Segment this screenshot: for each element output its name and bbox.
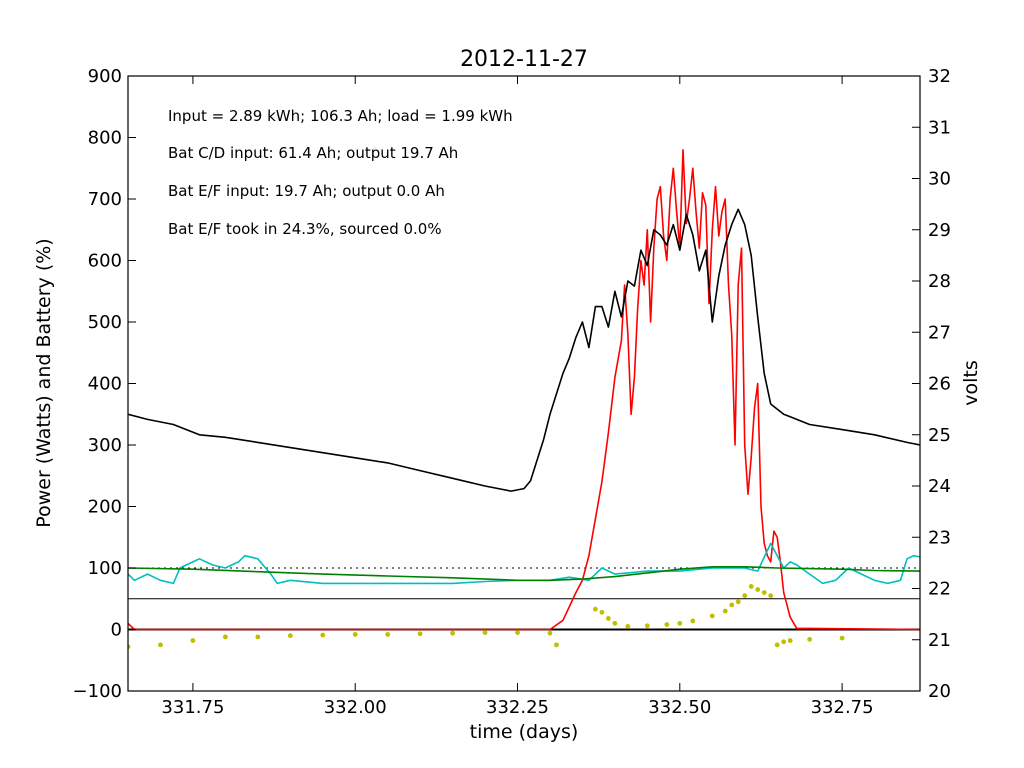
y2-tick-label: 29 bbox=[928, 220, 951, 241]
series-3-line bbox=[128, 566, 920, 582]
y2-tick-label: 22 bbox=[928, 579, 951, 600]
series-4-point bbox=[644, 623, 650, 629]
series-4-point bbox=[787, 638, 793, 643]
y2-tick-label: 25 bbox=[928, 425, 951, 446]
series-4-point bbox=[742, 593, 748, 599]
series-4-point bbox=[287, 633, 293, 639]
y-axis-right: 20 21 22 23 24 25 26 27 28 29 30 31 32 bbox=[912, 66, 951, 702]
series-4-point bbox=[761, 590, 767, 595]
y-tick-label: 400 bbox=[88, 374, 122, 395]
y-tick-label: 500 bbox=[88, 312, 122, 333]
y-tick-label: 900 bbox=[88, 66, 122, 87]
series-4-point bbox=[385, 632, 391, 637]
y-tick-label: −100 bbox=[73, 681, 122, 702]
series-4-point bbox=[612, 620, 618, 626]
series-layer bbox=[128, 149, 920, 650]
y2-tick-label: 27 bbox=[928, 322, 951, 343]
series-2-line bbox=[128, 542, 920, 585]
y-tick-label: 700 bbox=[88, 189, 122, 210]
series-4-point bbox=[554, 642, 559, 648]
y-tick-label: 200 bbox=[88, 497, 122, 518]
y2-tick-label: 31 bbox=[928, 117, 951, 138]
y2-axis-label: volts bbox=[960, 360, 982, 406]
y-tick-label: 800 bbox=[88, 128, 122, 149]
series-4-point bbox=[748, 584, 754, 589]
y-tick-label: 600 bbox=[88, 251, 122, 272]
series-4-point bbox=[482, 630, 488, 635]
series-4-point bbox=[320, 632, 326, 638]
series-4-point bbox=[735, 599, 741, 605]
series-4-point bbox=[722, 608, 728, 614]
series-4-point bbox=[352, 632, 358, 637]
x-tick-label: 332.00 bbox=[324, 697, 387, 718]
y-tick-label: 300 bbox=[88, 435, 122, 456]
series-4-point bbox=[625, 624, 631, 629]
series-4-point bbox=[255, 634, 261, 640]
annotation-bat-ef: Bat E/F input: 19.7 Ah; output 0.0 Ah bbox=[168, 182, 445, 200]
series-4-point bbox=[690, 618, 696, 624]
series-4-point bbox=[417, 631, 423, 637]
series-4-point bbox=[190, 638, 196, 643]
chart-title: 2012-11-27 bbox=[460, 47, 588, 72]
series-4-point bbox=[599, 609, 605, 615]
series-4-point bbox=[605, 616, 611, 621]
series-4-point bbox=[664, 622, 670, 627]
y-axis-left: −100 0 100 200 300 400 500 600 700 800 900 bbox=[73, 66, 136, 702]
y-tick-label: 100 bbox=[88, 558, 122, 579]
y2-tick-label: 32 bbox=[928, 66, 951, 87]
series-4-point bbox=[729, 602, 735, 608]
series-4-point bbox=[709, 613, 715, 619]
y-axis-label: Power (Watts) and Battery (%) bbox=[33, 238, 55, 527]
series-1-line bbox=[128, 208, 920, 492]
y-tick-label: 0 bbox=[111, 620, 122, 641]
x-tick-label: 332.25 bbox=[486, 697, 549, 718]
x-axis: 331.75 332.00 332.25 332.50 332.75 bbox=[161, 76, 874, 718]
x-tick-label: 332.75 bbox=[811, 697, 874, 718]
series-4-point bbox=[515, 630, 520, 635]
y2-tick-label: 24 bbox=[928, 476, 951, 497]
annotation-input: Input = 2.89 kWh; 106.3 Ah; load = 1.99 … bbox=[168, 107, 513, 125]
y2-tick-label: 20 bbox=[928, 681, 951, 702]
x-tick-label: 331.75 bbox=[161, 697, 224, 718]
series-4-point bbox=[450, 630, 455, 636]
x-tick-label: 332.50 bbox=[648, 697, 711, 718]
series-0-line bbox=[128, 149, 920, 631]
y2-tick-label: 28 bbox=[928, 271, 951, 292]
series-4-point bbox=[222, 634, 228, 640]
series-4-point bbox=[755, 587, 761, 592]
annotation-bat-ef-took: Bat E/F took in 24.3%, sourced 0.0% bbox=[168, 220, 442, 238]
series-4-point bbox=[807, 636, 813, 642]
series-4-point bbox=[547, 630, 553, 636]
annotation-bat-cd: Bat C/D input: 61.4 Ah; output 19.7 Ah bbox=[168, 144, 458, 162]
y2-tick-label: 23 bbox=[928, 527, 951, 548]
y2-tick-label: 21 bbox=[928, 630, 951, 651]
series-4-point bbox=[839, 635, 845, 641]
series-4-point bbox=[768, 593, 774, 599]
series-4-point bbox=[158, 642, 163, 648]
series-4-point bbox=[677, 620, 683, 626]
y2-tick-label: 30 bbox=[928, 169, 951, 190]
series-4-point bbox=[593, 606, 598, 612]
x-axis-label: time (days) bbox=[470, 721, 579, 743]
reference-lines bbox=[128, 567, 920, 631]
series-4-point bbox=[781, 639, 787, 645]
series-4-point bbox=[774, 642, 780, 648]
y2-tick-label: 26 bbox=[928, 374, 951, 395]
